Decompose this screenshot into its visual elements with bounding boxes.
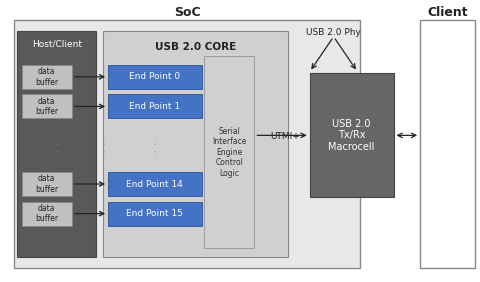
- Bar: [22, 172, 72, 196]
- Text: End Point 0: End Point 0: [129, 72, 180, 81]
- Bar: [204, 56, 254, 248]
- Bar: [108, 202, 202, 226]
- Text: End Point 14: End Point 14: [126, 180, 183, 188]
- Text: USB 2.0 Phy: USB 2.0 Phy: [306, 28, 361, 37]
- Text: Client: Client: [427, 6, 468, 19]
- Bar: [22, 65, 72, 89]
- Text: data
buffer: data buffer: [35, 204, 59, 223]
- Text: data
buffer: data buffer: [35, 174, 59, 194]
- Bar: [108, 172, 202, 196]
- Text: .
.
.
.: . . . .: [154, 133, 156, 160]
- Text: End Point 1: End Point 1: [129, 102, 180, 111]
- Bar: [103, 31, 288, 257]
- Bar: [22, 94, 72, 118]
- Bar: [108, 94, 202, 118]
- Bar: [22, 202, 72, 226]
- Text: USB 2.0 CORE: USB 2.0 CORE: [155, 41, 237, 52]
- Text: SoC: SoC: [174, 6, 201, 19]
- Text: data
buffer: data buffer: [35, 97, 59, 116]
- Bar: [108, 65, 202, 89]
- Text: UTMI+: UTMI+: [271, 132, 300, 141]
- Bar: [420, 20, 475, 268]
- Bar: [14, 20, 360, 268]
- Text: .
.
.
.: . . . .: [56, 133, 58, 160]
- Text: data
buffer: data buffer: [35, 67, 59, 87]
- Text: Host/Client: Host/Client: [32, 39, 82, 48]
- Text: .
.
.
.: . . . .: [102, 133, 104, 160]
- Bar: [310, 73, 394, 197]
- Text: USB 2.0
Tx/Rx
Macrocell: USB 2.0 Tx/Rx Macrocell: [328, 119, 375, 152]
- Bar: [17, 31, 96, 257]
- Text: Serial
Interface
Engine
Control
Logic: Serial Interface Engine Control Logic: [212, 127, 246, 178]
- Text: End Point 15: End Point 15: [126, 209, 183, 218]
